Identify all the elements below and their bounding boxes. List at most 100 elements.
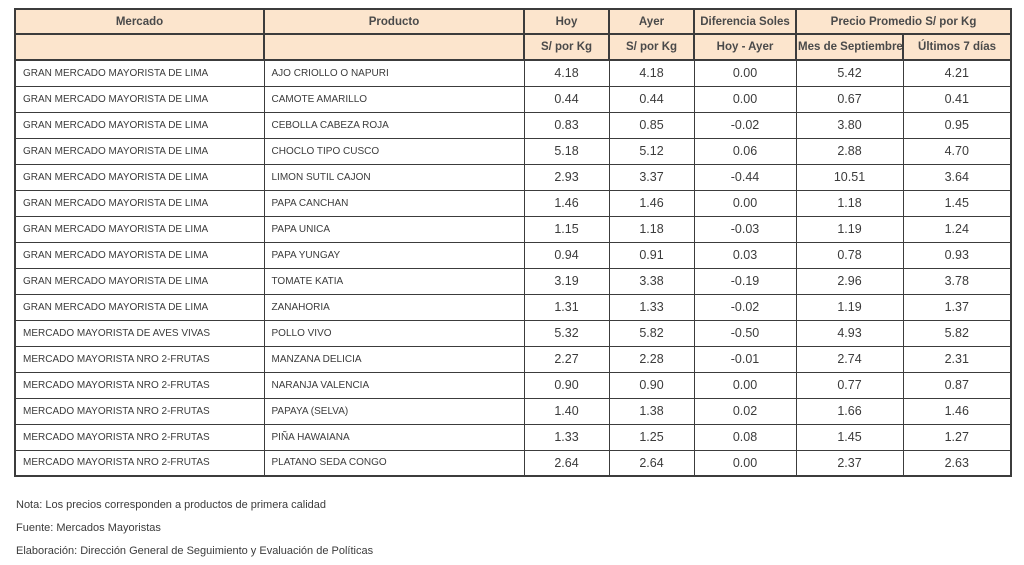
cell-producto: CHOCLO TIPO CUSCO — [263, 137, 525, 165]
cell-hoy: 2.27 — [523, 345, 610, 373]
cell-diferencia: 0.00 — [693, 59, 797, 87]
cell-hoy: 0.94 — [523, 241, 610, 269]
cell-promedio-mes: 2.37 — [795, 449, 904, 477]
cell-hoy: 1.31 — [523, 293, 610, 321]
cell-ayer: 2.28 — [608, 345, 695, 373]
cell-promedio-mes: 4.93 — [795, 319, 904, 347]
cell-diferencia: -0.19 — [693, 267, 797, 295]
subheader-mes-septiembre: Mes de Septiembre — [795, 33, 904, 61]
header-row-main: Mercado Producto Hoy Ayer Diferencia Sol… — [14, 8, 1013, 35]
table-row: GRAN MERCADO MAYORISTA DE LIMA LIMON SUT… — [14, 163, 1012, 191]
cell-diferencia: -0.50 — [693, 319, 797, 347]
table-row: GRAN MERCADO MAYORISTA DE LIMA ZANAHORIA… — [14, 293, 1012, 321]
cell-hoy: 5.32 — [523, 319, 610, 347]
cell-producto: NARANJA VALENCIA — [263, 371, 525, 399]
cell-producto: POLLO VIVO — [263, 319, 525, 347]
cell-hoy: 0.90 — [523, 371, 610, 399]
cell-promedio-7dias: 4.21 — [902, 59, 1012, 87]
header-mercado-empty — [14, 33, 265, 61]
cell-diferencia: -0.44 — [693, 163, 797, 191]
cell-mercado: GRAN MERCADO MAYORISTA DE LIMA — [14, 137, 265, 165]
cell-promedio-mes: 1.18 — [795, 189, 904, 217]
table-row: MERCADO MAYORISTA NRO 2-FRUTAS PAPAYA (S… — [14, 397, 1012, 425]
cell-ayer: 1.33 — [608, 293, 695, 321]
header-diferencia: Diferencia Soles — [693, 8, 797, 35]
cell-diferencia: -0.02 — [693, 293, 797, 321]
cell-hoy: 4.18 — [523, 59, 610, 87]
cell-hoy: 0.44 — [523, 85, 610, 113]
cell-mercado: GRAN MERCADO MAYORISTA DE LIMA — [14, 163, 265, 191]
cell-mercado: GRAN MERCADO MAYORISTA DE LIMA — [14, 215, 265, 243]
cell-hoy: 0.83 — [523, 111, 610, 139]
cell-mercado: MERCADO MAYORISTA NRO 2-FRUTAS — [14, 397, 265, 425]
table-row: GRAN MERCADO MAYORISTA DE LIMA PAPA UNIC… — [14, 215, 1012, 243]
cell-mercado: GRAN MERCADO MAYORISTA DE LIMA — [14, 241, 265, 269]
cell-hoy: 1.46 — [523, 189, 610, 217]
note-source: Fuente: Mercados Mayoristas — [16, 522, 161, 534]
cell-mercado: GRAN MERCADO MAYORISTA DE LIMA — [14, 189, 265, 217]
cell-promedio-mes: 10.51 — [795, 163, 904, 191]
cell-ayer: 1.46 — [608, 189, 695, 217]
cell-mercado: GRAN MERCADO MAYORISTA DE LIMA — [14, 267, 265, 295]
cell-promedio-mes: 1.19 — [795, 215, 904, 243]
table-row: MERCADO MAYORISTA DE AVES VIVAS POLLO VI… — [14, 319, 1012, 347]
table-row: GRAN MERCADO MAYORISTA DE LIMA CAMOTE AM… — [14, 85, 1012, 113]
cell-producto: MANZANA DELICIA — [263, 345, 525, 373]
cell-mercado: MERCADO MAYORISTA NRO 2-FRUTAS — [14, 423, 265, 451]
cell-hoy: 1.40 — [523, 397, 610, 425]
header-precio-promedio: Precio Promedio S/ por Kg — [794, 8, 1013, 35]
cell-producto: PIÑA HAWAIANA — [263, 423, 525, 451]
cell-promedio-mes: 0.78 — [795, 241, 904, 269]
cell-promedio-mes: 2.88 — [795, 137, 904, 165]
cell-promedio-7dias: 0.41 — [902, 85, 1012, 113]
table-body: GRAN MERCADO MAYORISTA DE LIMA AJO CRIOL… — [14, 59, 1012, 477]
cell-diferencia: 0.02 — [693, 397, 797, 425]
table-row: GRAN MERCADO MAYORISTA DE LIMA TOMATE KA… — [14, 267, 1012, 295]
cell-promedio-mes: 2.96 — [795, 267, 904, 295]
cell-producto: PAPA UNICA — [263, 215, 525, 243]
cell-ayer: 5.82 — [608, 319, 695, 347]
table-row: MERCADO MAYORISTA NRO 2-FRUTAS NARANJA V… — [14, 371, 1012, 399]
cell-diferencia: 0.08 — [693, 423, 797, 451]
cell-diferencia: -0.01 — [693, 345, 797, 373]
subheader-ayer-unit: S/ por Kg — [608, 33, 695, 61]
cell-promedio-7dias: 1.24 — [902, 215, 1012, 243]
table-row: MERCADO MAYORISTA NRO 2-FRUTAS PIÑA HAWA… — [14, 423, 1012, 451]
cell-mercado: GRAN MERCADO MAYORISTA DE LIMA — [14, 85, 265, 113]
cell-ayer: 1.25 — [608, 423, 695, 451]
cell-producto: PAPA CANCHAN — [263, 189, 525, 217]
cell-producto: LIMON SUTIL CAJON — [263, 163, 525, 191]
cell-ayer: 5.12 — [608, 137, 695, 165]
subheader-ultimos-7-dias: Últimos 7 días — [901, 33, 1013, 61]
cell-hoy: 3.19 — [523, 267, 610, 295]
cell-diferencia: 0.03 — [693, 241, 797, 269]
table-row: GRAN MERCADO MAYORISTA DE LIMA CEBOLLA C… — [14, 111, 1012, 139]
cell-producto: AJO CRIOLLO O NAPURI — [263, 59, 525, 87]
cell-promedio-7dias: 3.78 — [902, 267, 1012, 295]
header-row-sub: S/ por Kg S/ por Kg Hoy - Ayer Mes de Se… — [14, 33, 1013, 61]
cell-promedio-mes: 3.80 — [795, 111, 904, 139]
cell-producto: PAPA YUNGAY — [263, 241, 525, 269]
cell-ayer: 2.64 — [608, 449, 695, 477]
cell-ayer: 0.44 — [608, 85, 695, 113]
cell-mercado: GRAN MERCADO MAYORISTA DE LIMA — [14, 293, 265, 321]
subheader-hoy-unit: S/ por Kg — [523, 33, 610, 61]
cell-ayer: 3.37 — [608, 163, 695, 191]
cell-mercado: MERCADO MAYORISTA DE AVES VIVAS — [14, 319, 265, 347]
table-row: GRAN MERCADO MAYORISTA DE LIMA AJO CRIOL… — [14, 59, 1012, 87]
cell-promedio-7dias: 5.82 — [902, 319, 1012, 347]
cell-promedio-mes: 1.45 — [795, 423, 904, 451]
cell-promedio-mes: 1.66 — [795, 397, 904, 425]
cell-promedio-7dias: 1.27 — [902, 423, 1012, 451]
header-producto-empty — [263, 33, 525, 61]
cell-ayer: 0.90 — [608, 371, 695, 399]
cell-promedio-mes: 1.19 — [795, 293, 904, 321]
cell-diferencia: 0.00 — [693, 449, 797, 477]
cell-diferencia: 0.00 — [693, 189, 797, 217]
price-table: Mercado Producto Hoy Ayer Diferencia Sol… — [14, 8, 1013, 477]
cell-mercado: GRAN MERCADO MAYORISTA DE LIMA — [14, 111, 265, 139]
cell-promedio-7dias: 3.64 — [902, 163, 1012, 191]
note-quality: Nota: Los precios corresponden a product… — [16, 499, 327, 511]
cell-producto: TOMATE KATIA — [263, 267, 525, 295]
table-row: GRAN MERCADO MAYORISTA DE LIMA PAPA YUNG… — [14, 241, 1012, 269]
